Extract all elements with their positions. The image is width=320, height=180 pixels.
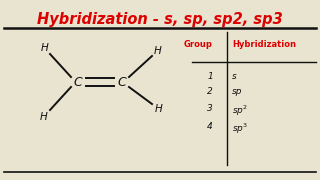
Text: Hybridization - s, sp, sp2, sp3: Hybridization - s, sp, sp2, sp3 [37,12,283,27]
Text: sp$^3$: sp$^3$ [232,122,248,136]
Text: Hybridization: Hybridization [232,40,296,49]
Text: sp: sp [232,87,243,96]
Text: 3: 3 [207,104,213,113]
Text: 1: 1 [207,72,213,81]
Text: 4: 4 [207,122,213,131]
Text: 2: 2 [207,87,213,96]
Text: H: H [154,46,162,56]
Text: H: H [155,104,163,114]
Text: C: C [118,75,126,89]
Text: C: C [74,75,82,89]
Text: H: H [40,112,48,122]
Text: sp$^2$: sp$^2$ [232,104,248,118]
Text: Group: Group [184,40,213,49]
Text: H: H [41,43,49,53]
Text: s: s [232,72,237,81]
